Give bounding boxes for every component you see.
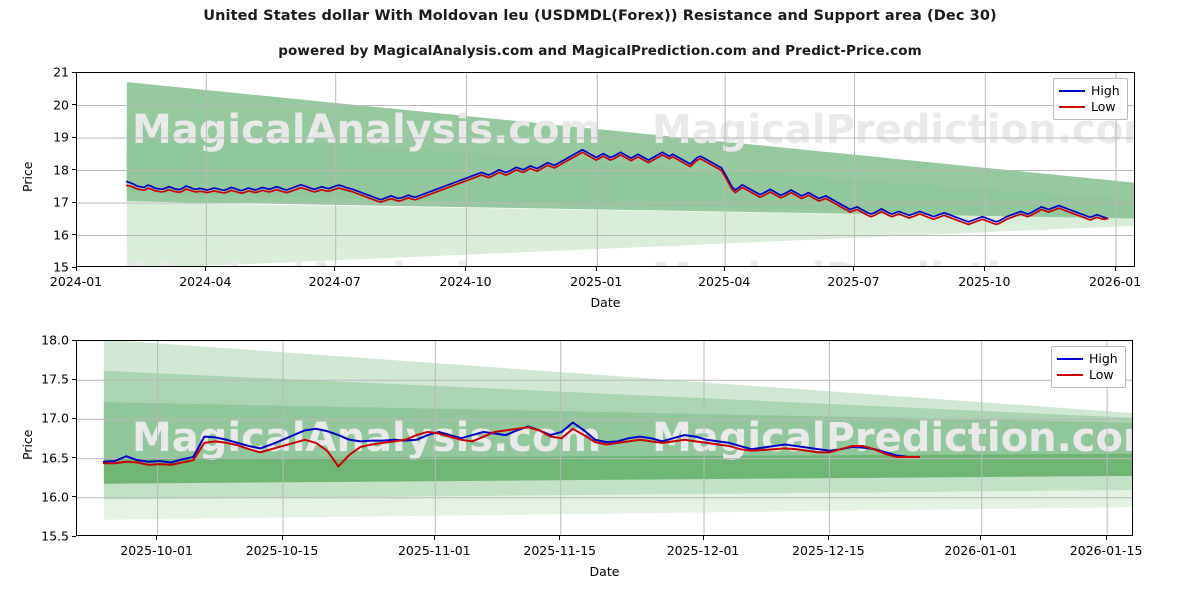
plot-canvas: MagicalAnalysis.com MagicalPrediction.com… <box>77 73 1135 267</box>
legend-item-label: High <box>1089 351 1118 366</box>
support-band-2 <box>126 202 1134 266</box>
legend-swatch-line <box>1057 374 1083 376</box>
x-axis-tick-label: 2024-10 <box>439 274 492 289</box>
y-axis-tick-mark <box>72 136 76 138</box>
x-axis-title: Date <box>589 564 620 579</box>
x-axis-tick-label: 2026-01-01 <box>944 543 1018 558</box>
x-axis-tick-mark <box>559 536 561 540</box>
watermark: MagicalAnalysis.com <box>132 415 601 461</box>
legend-item-label: Low <box>1089 367 1114 382</box>
page-title: United States dollar With Moldovan leu (… <box>203 8 997 24</box>
legend[interactable]: High Low <box>1053 78 1128 120</box>
x-axis-tick-label: 2024-04 <box>179 274 232 289</box>
y-axis-tick-label: 20 <box>53 97 69 112</box>
x-axis-tick-label: 2025-01 <box>570 274 623 289</box>
y-axis-tick-label: 16 <box>53 227 69 242</box>
watermark: MagicalAnalysis.com <box>132 255 601 267</box>
y-axis-tick-mark <box>72 201 76 203</box>
watermark: MagicalAnalysis.com <box>132 107 601 153</box>
legend-item-high[interactable]: High <box>1059 83 1120 99</box>
y-axis-tick-mark <box>72 169 76 170</box>
y-axis-tick-label: 17.0 <box>41 410 69 426</box>
series-line-low <box>102 426 921 468</box>
y-axis-tick-label: 16.0 <box>41 489 69 505</box>
legend-swatch-line <box>1059 90 1085 92</box>
legend-item-low[interactable]: Low <box>1059 99 1120 115</box>
legend-swatch-line <box>1057 358 1083 360</box>
legend-item-label: Low <box>1091 99 1116 114</box>
x-axis-tick-mark <box>433 536 435 540</box>
y-axis-tick-mark <box>72 339 76 341</box>
x-axis-tick-label: 2025-10-01 <box>120 543 193 558</box>
legend-item-label: High <box>1091 83 1120 98</box>
x-axis-tick-label: 2024-07 <box>308 274 361 289</box>
x-axis-tick-label: 2025-12-15 <box>792 543 865 558</box>
plot-canvas: MagicalAnalysis.com MagicalPrediction.com <box>77 341 1132 535</box>
page-subtitle: powered by MagicalAnalysis.com and Magic… <box>278 43 922 59</box>
legend-swatch-line <box>1059 106 1085 108</box>
x-axis-tick-label: 2025-11-15 <box>523 543 597 558</box>
x-axis-tick-label: 2024-01 <box>49 274 103 289</box>
y-axis-tick-label: 18.0 <box>41 332 69 348</box>
x-axis-tick-mark <box>1105 536 1107 540</box>
x-axis-tick-label: 2025-07 <box>827 274 880 289</box>
x-axis-tick-label: 2025-10 <box>958 274 1011 289</box>
watermark: MagicalPrediction.com <box>652 255 1135 267</box>
y-axis-tick-label: 15 <box>53 259 69 275</box>
y-axis-tick-mark <box>72 71 76 73</box>
y-axis-tick-mark <box>72 535 76 537</box>
x-axis-tick-mark <box>702 536 704 540</box>
x-axis-tick-label: 2025-04 <box>698 274 751 289</box>
x-axis-tick-mark <box>595 267 597 271</box>
y-axis-tick-label: 21 <box>53 64 69 80</box>
x-axis-tick-label: 2025-10-15 <box>245 543 319 558</box>
x-axis-tick-label: 2025-12-01 <box>666 543 740 558</box>
x-axis-tick-mark <box>75 267 77 271</box>
legend-item-high[interactable]: High <box>1057 351 1118 367</box>
x-axis-tick-mark <box>204 267 206 271</box>
y-axis-tick-mark <box>72 417 76 419</box>
legend-item-low[interactable]: Low <box>1057 367 1118 383</box>
x-axis-title: Date <box>590 295 621 310</box>
y-axis-tick-mark <box>72 378 76 380</box>
y-axis-tick-label: 15.5 <box>41 528 69 544</box>
y-axis-tick-mark <box>72 457 76 459</box>
x-axis-tick-mark <box>827 536 829 540</box>
y-axis-tick-label: 16.5 <box>41 450 69 466</box>
x-axis-tick-mark <box>464 267 466 271</box>
resistance-band-2 <box>126 82 1134 219</box>
y-axis-tick-mark <box>72 266 76 268</box>
x-axis-tick-mark <box>723 267 725 271</box>
series-line-low <box>125 151 1109 226</box>
legend[interactable]: High Low <box>1051 346 1126 388</box>
x-axis-tick-label: 2026-01-15 <box>1069 543 1143 558</box>
x-axis-tick-label: 2026-01 <box>1088 274 1142 289</box>
y-axis-tick-label: 19 <box>53 129 69 145</box>
x-axis-tick-mark <box>156 536 158 540</box>
x-axis-tick-label: 2025-11-01 <box>397 543 471 558</box>
y-axis-tick-label: 17.5 <box>41 371 69 387</box>
x-axis-tick-mark <box>980 536 982 540</box>
series-line-high <box>102 421 921 464</box>
x-axis-tick-mark <box>983 267 985 271</box>
y-axis-title: Price <box>20 429 35 461</box>
y-axis-tick-mark <box>72 104 76 105</box>
support-band-2 <box>103 453 1132 484</box>
y-axis-tick-mark <box>72 496 76 498</box>
series-line-high <box>125 148 1109 223</box>
x-axis-tick-mark <box>281 536 283 540</box>
plot-area: MagicalAnalysis.com MagicalPrediction.com <box>76 340 1133 536</box>
y-axis-tick-label: 17 <box>53 194 69 210</box>
y-axis-tick-mark <box>72 234 76 235</box>
x-axis-tick-mark <box>1114 267 1116 271</box>
y-axis-tick-label: 18 <box>53 162 69 177</box>
x-axis-tick-mark <box>853 267 855 271</box>
plot-area: MagicalAnalysis.com MagicalPrediction.com… <box>76 72 1135 267</box>
x-axis-tick-mark <box>334 267 336 271</box>
